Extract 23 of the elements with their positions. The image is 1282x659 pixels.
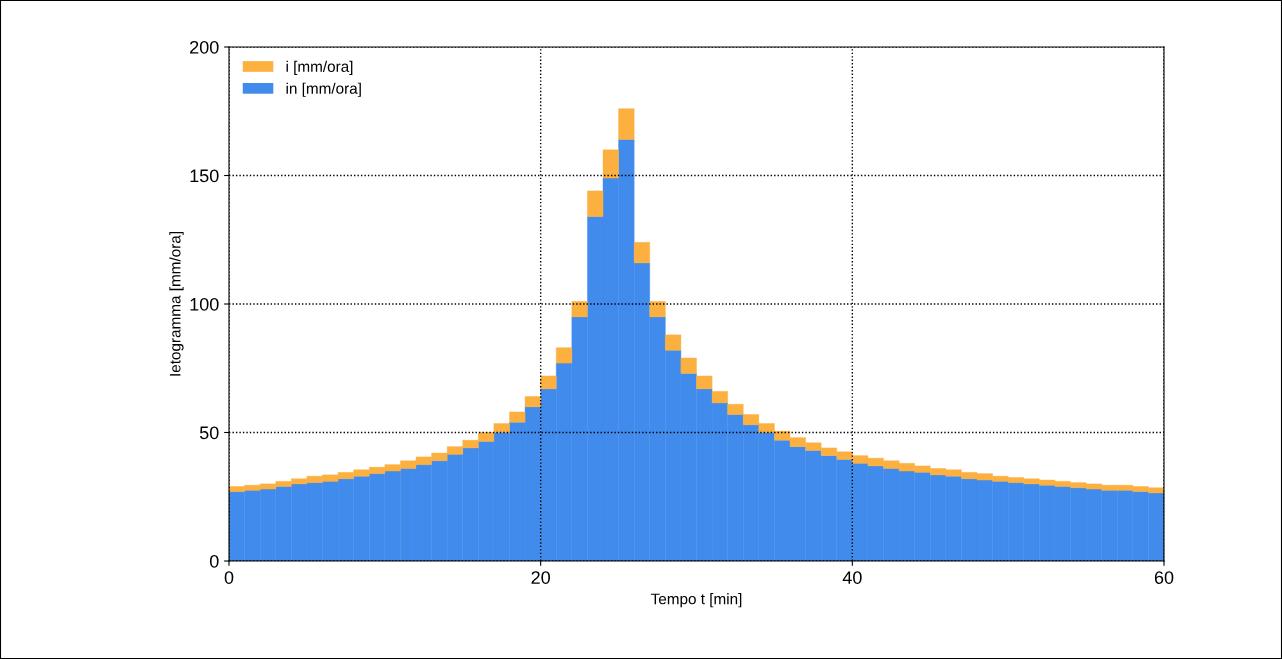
legend-label: in [mm/ora] bbox=[286, 82, 361, 97]
y-tick-label: 0 bbox=[209, 554, 219, 568]
y-tick-label: 150 bbox=[190, 169, 219, 183]
bar bbox=[524, 396, 541, 408]
bar bbox=[618, 108, 635, 140]
bar bbox=[556, 347, 573, 364]
bar bbox=[665, 334, 682, 351]
bar bbox=[571, 301, 588, 318]
y-tick-label: 50 bbox=[199, 426, 219, 440]
bar bbox=[649, 301, 666, 318]
y-axis-title: Ietogramma [mm/ora] bbox=[169, 232, 184, 376]
x-tick-label: 40 bbox=[842, 571, 862, 584]
y-tick-label: 100 bbox=[190, 297, 219, 311]
y-tick-label: 200 bbox=[190, 40, 219, 54]
x-tick-label: 60 bbox=[1154, 571, 1174, 584]
bar bbox=[633, 242, 650, 264]
x-tick-label: 0 bbox=[224, 571, 234, 584]
bar bbox=[602, 149, 619, 179]
bar bbox=[587, 190, 604, 217]
x-tick-label: 20 bbox=[531, 571, 550, 584]
bar bbox=[540, 375, 557, 390]
legend-label: i [mm/ora] bbox=[286, 60, 353, 75]
x-axis-title: Tempo t [min] bbox=[651, 593, 742, 608]
